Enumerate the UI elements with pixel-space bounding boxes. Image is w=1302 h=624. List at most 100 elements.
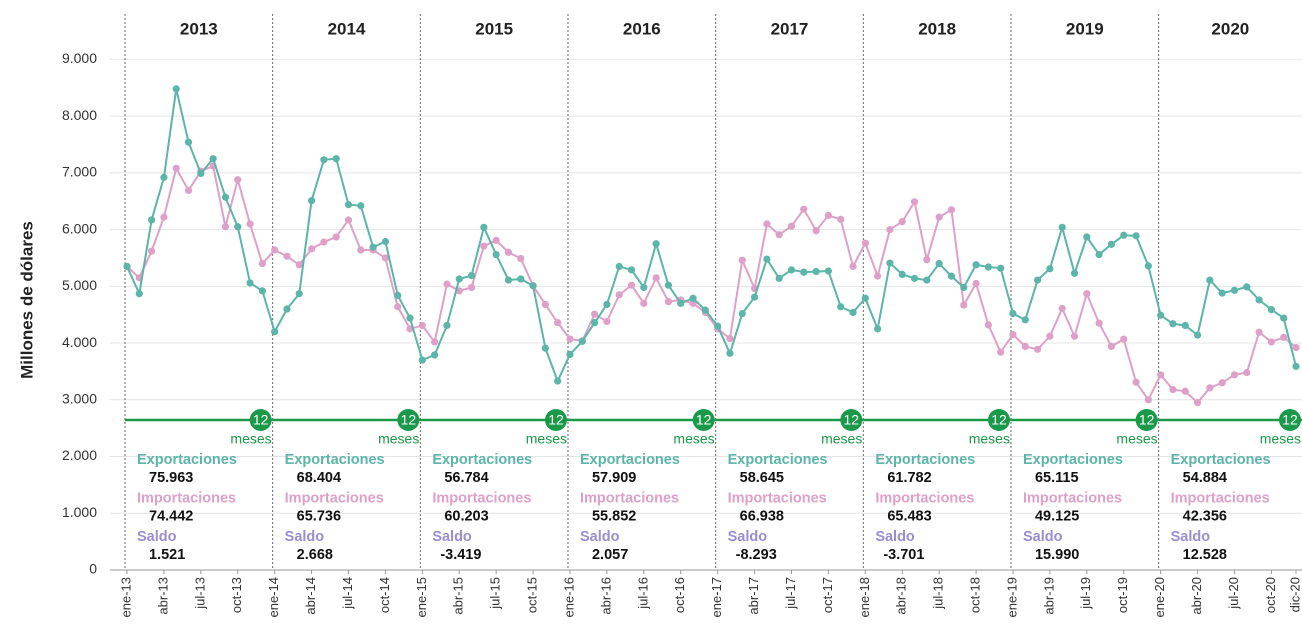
y-tick-label: 6.000 xyxy=(62,220,97,236)
series-point xyxy=(1230,371,1239,379)
series-point xyxy=(984,263,992,271)
period-unit: meses xyxy=(230,431,271,447)
annual-value: 75.963 xyxy=(149,470,193,486)
series-point xyxy=(320,156,328,164)
series-point xyxy=(234,176,242,184)
y-axis-title: Millones de dólares xyxy=(17,221,36,379)
y-tick-label: 5.000 xyxy=(62,277,97,293)
period-unit: meses xyxy=(969,431,1010,447)
x-tick-label: ene-19 xyxy=(1004,577,1019,617)
series-point xyxy=(910,198,919,206)
annual-value: -3.701 xyxy=(883,547,924,563)
series-point xyxy=(529,282,537,290)
series-point xyxy=(1120,231,1128,239)
series-point xyxy=(787,222,796,230)
series-point xyxy=(627,281,636,289)
series-point xyxy=(1280,314,1288,322)
series-point xyxy=(1070,332,1079,340)
series-point xyxy=(184,186,193,195)
annual-series-label: Importaciones xyxy=(137,490,236,506)
series-point xyxy=(480,242,488,250)
series-point xyxy=(184,138,193,146)
year-label: 2020 xyxy=(1211,19,1249,38)
period-badge-text: 12 xyxy=(548,412,564,428)
x-tick-label: jul-13 xyxy=(192,577,207,610)
series-point xyxy=(591,319,599,327)
annual-value: 61.782 xyxy=(887,470,931,486)
series-point xyxy=(148,216,156,224)
x-tick-label: abr-20 xyxy=(1189,577,1204,615)
series-point xyxy=(750,293,759,301)
series-point xyxy=(701,306,709,314)
series-point xyxy=(258,260,266,268)
series-point xyxy=(221,223,230,231)
series-point xyxy=(1058,304,1066,313)
x-tick-label: oct-17 xyxy=(820,577,835,613)
annual-value: 2.057 xyxy=(592,547,628,563)
series-point xyxy=(861,239,869,247)
annual-series-label: Exportaciones xyxy=(1171,452,1271,468)
annual-value: 65.483 xyxy=(887,508,931,524)
series-point xyxy=(652,240,660,248)
series-point xyxy=(947,206,956,214)
series-point xyxy=(664,298,673,306)
series-point xyxy=(972,261,980,269)
series-point xyxy=(923,276,931,284)
series-point xyxy=(972,279,980,288)
series-point xyxy=(800,268,808,276)
series-point xyxy=(689,299,697,307)
year-label: 2014 xyxy=(328,19,366,38)
x-tick-label: jul-20 xyxy=(1226,577,1241,610)
series-point xyxy=(283,305,291,313)
annual-value: 65.115 xyxy=(1035,470,1079,486)
period-badge xyxy=(987,409,1010,431)
series-point xyxy=(677,299,685,307)
series-point xyxy=(726,349,734,357)
series-point xyxy=(418,356,426,364)
series-point xyxy=(394,303,402,311)
series-point xyxy=(1267,305,1275,314)
series-point xyxy=(1292,344,1300,352)
series-point xyxy=(603,300,611,309)
series-point xyxy=(1267,338,1275,346)
annual-value: 74.442 xyxy=(149,508,193,524)
series-point xyxy=(1083,233,1091,241)
annual-value: 49.125 xyxy=(1035,508,1079,524)
annual-series-label: Importaciones xyxy=(875,490,974,506)
annual-value: 1.521 xyxy=(149,547,185,563)
series-point xyxy=(775,274,783,282)
annual-series-label: Importaciones xyxy=(1171,490,1270,506)
series-point xyxy=(1218,379,1226,387)
series-point xyxy=(246,220,254,228)
series-point xyxy=(591,310,599,318)
x-tick-label: ene-14 xyxy=(266,577,281,617)
x-tick-label: oct-20 xyxy=(1263,577,1278,613)
x-tick-label: jul-19 xyxy=(1078,577,1093,610)
series-point xyxy=(910,274,919,282)
x-tick-label: oct-16 xyxy=(672,577,687,613)
y-tick-label: 4.000 xyxy=(62,334,97,350)
annual-series-label: Importaciones xyxy=(1023,490,1122,506)
x-tick-label: jul-16 xyxy=(635,577,650,610)
series-point xyxy=(344,201,353,209)
series-point xyxy=(960,283,968,292)
series-point xyxy=(172,85,180,93)
x-tick-label: dic-20 xyxy=(1287,577,1302,612)
x-tick-label: ene-13 xyxy=(118,577,133,617)
annual-series-label: Exportaciones xyxy=(1023,452,1123,468)
annual-value: 12.528 xyxy=(1183,547,1227,563)
annual-value: 15.990 xyxy=(1035,547,1079,563)
series-point xyxy=(1070,269,1079,277)
y-tick-label: 2.000 xyxy=(62,447,97,463)
annual-value: 60.203 xyxy=(444,508,488,524)
annual-series-label: Exportaciones xyxy=(432,452,532,468)
series-point xyxy=(898,270,906,279)
series-point xyxy=(566,335,574,343)
series-point xyxy=(1144,262,1152,270)
series-point xyxy=(246,279,254,287)
series-point xyxy=(554,319,562,327)
annual-series-label: Saldo xyxy=(432,529,472,545)
period-badge-text: 12 xyxy=(401,412,417,428)
x-tick-label: oct-15 xyxy=(525,577,540,613)
